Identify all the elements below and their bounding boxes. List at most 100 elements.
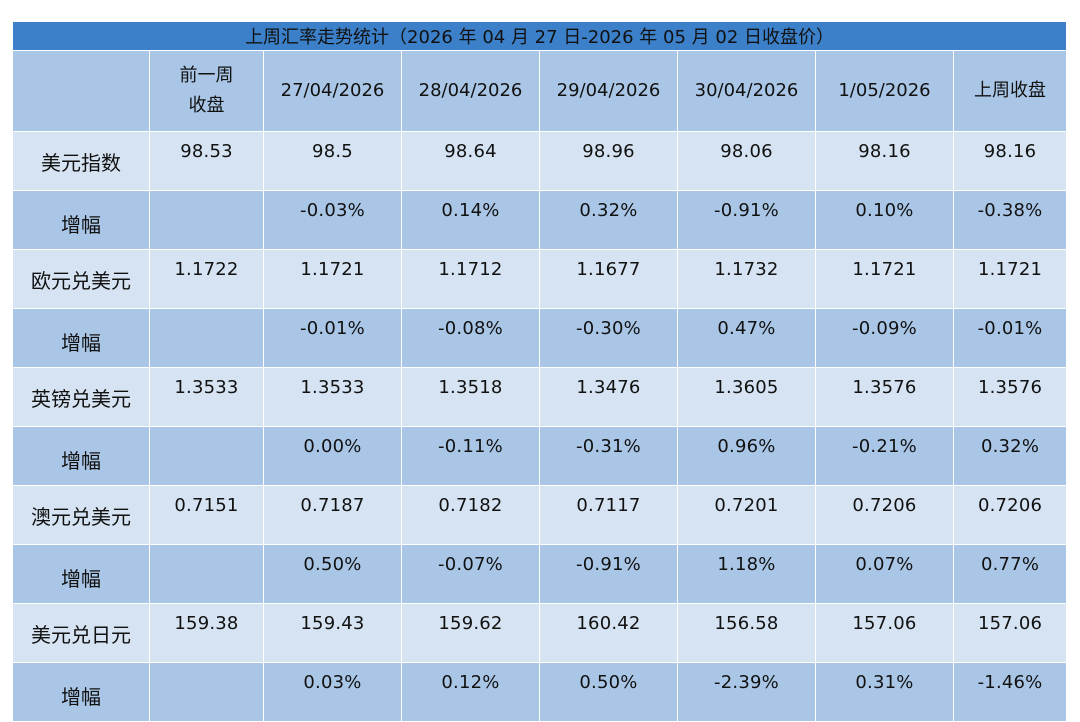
cell-day-4: -0.91% [677,190,816,250]
cell-last-week: -1.46% [952,662,1068,722]
cell-day-2: 98.64 [401,131,540,191]
cell-prev-week [149,662,264,722]
header-date-5: 1/05/2026 [815,50,954,132]
cell-day-1: 0.7187 [263,485,402,545]
cell-day-2: -0.08% [401,308,540,368]
cell-day-3: -0.31% [539,426,678,486]
cell-day-1: 1.3533 [263,367,402,427]
cell-last-week: 1.1721 [952,249,1068,309]
header-last-week-close-text: 上周收盘 [974,80,1047,101]
cell-day-1: -0.01% [263,308,402,368]
cell-last-week: 0.7206 [952,485,1068,545]
row-label: 增幅 [12,662,150,722]
cell-day-4: 0.7201 [677,485,816,545]
cell-day-4: 1.1732 [677,249,816,309]
cell-day-2: 0.12% [401,662,540,722]
cell-day-3: 0.7117 [539,485,678,545]
cell-last-week: 0.77% [952,544,1068,604]
header-date-4: 30/04/2026 [677,50,816,132]
cell-last-week: 1.3576 [952,367,1068,427]
cell-day-4: 1.3605 [677,367,816,427]
cell-day-2: -0.11% [401,426,540,486]
cell-day-4: 0.96% [677,426,816,486]
row-label: 欧元兑美元 [12,249,150,309]
cell-day-5: 0.10% [815,190,954,250]
cell-day-2: 1.3518 [401,367,540,427]
row-label: 增幅 [12,308,150,368]
table-title: 上周汇率走势统计（2026 年 04 月 27 日-2026 年 05 月 02… [11,21,1068,51]
cell-day-5: 1.1721 [815,249,954,309]
cell-prev-week [149,190,264,250]
cell-day-4: 98.06 [677,131,816,191]
cell-day-4: 0.47% [677,308,816,368]
cell-day-2: -0.07% [401,544,540,604]
cell-day-1: 98.5 [263,131,402,191]
cell-day-3: -0.91% [539,544,678,604]
cell-prev-week [149,308,264,368]
cell-day-4: 1.18% [677,544,816,604]
cell-day-5: -0.21% [815,426,954,486]
table-row: 英镑兑美元 1.3533 1.3533 1.3518 1.3476 1.3605… [12,367,1068,427]
fx-rate-table: 上周汇率走势统计（2026 年 04 月 27 日-2026 年 05 月 02… [11,21,1068,722]
cell-day-3: 98.96 [539,131,678,191]
cell-last-week: 157.06 [952,603,1068,663]
table-row: 欧元兑美元 1.1722 1.1721 1.1712 1.1677 1.1732… [12,249,1068,309]
cell-prev-week: 1.3533 [149,367,264,427]
cell-day-3: -0.30% [539,308,678,368]
cell-prev-week: 1.1722 [149,249,264,309]
row-label: 英镑兑美元 [12,367,150,427]
cell-day-1: 0.50% [263,544,402,604]
cell-day-5: 0.7206 [815,485,954,545]
cell-day-3: 1.3476 [539,367,678,427]
cell-last-week: 98.16 [952,131,1068,191]
header-last-week-close: 上周收盘 [952,50,1068,132]
cell-day-5: -0.09% [815,308,954,368]
table-row: 增幅 -0.03% 0.14% 0.32% -0.91% 0.10% -0.38… [12,190,1068,250]
cell-day-1: 1.1721 [263,249,402,309]
cell-day-5: 0.31% [815,662,954,722]
cell-day-5: 98.16 [815,131,954,191]
row-label: 澳元兑美元 [12,485,150,545]
cell-day-5: 0.07% [815,544,954,604]
cell-day-4: 156.58 [677,603,816,663]
header-row: 前一周收盘 27/04/2026 28/04/2026 29/04/2026 3… [12,50,1068,132]
header-date-1: 27/04/2026 [263,50,402,132]
cell-day-2: 1.1712 [401,249,540,309]
cell-day-3: 0.50% [539,662,678,722]
cell-day-5: 1.3576 [815,367,954,427]
table-row: 澳元兑美元 0.7151 0.7187 0.7182 0.7117 0.7201… [12,485,1068,545]
table-row: 美元指数 98.53 98.5 98.64 98.96 98.06 98.16 … [12,131,1068,191]
cell-prev-week: 98.53 [149,131,264,191]
cell-prev-week: 159.38 [149,603,264,663]
cell-day-1: 159.43 [263,603,402,663]
cell-prev-week [149,544,264,604]
table-row: 增幅 0.03% 0.12% 0.50% -2.39% 0.31% -1.46% [12,662,1068,722]
header-date-2: 28/04/2026 [401,50,540,132]
cell-day-2: 159.62 [401,603,540,663]
cell-prev-week [149,426,264,486]
table-row: 增幅 0.50% -0.07% -0.91% 1.18% 0.07% 0.77% [12,544,1068,604]
row-label: 增幅 [12,426,150,486]
table-row: 增幅 0.00% -0.11% -0.31% 0.96% -0.21% 0.32… [12,426,1068,486]
title-row: 上周汇率走势统计（2026 年 04 月 27 日-2026 年 05 月 02… [11,21,1068,51]
row-label: 美元兑日元 [12,603,150,663]
cell-day-5: 157.06 [815,603,954,663]
header-prev-week-close-text: 前一周收盘 [179,65,234,116]
header-prev-week-close: 前一周收盘 [149,50,264,132]
header-date-3: 29/04/2026 [539,50,678,132]
cell-day-4: -2.39% [677,662,816,722]
cell-day-3: 1.1677 [539,249,678,309]
cell-last-week: -0.01% [952,308,1068,368]
cell-day-2: 0.14% [401,190,540,250]
row-label: 增幅 [12,544,150,604]
cell-day-1: 0.00% [263,426,402,486]
row-label: 增幅 [12,190,150,250]
header-label [12,50,150,132]
cell-day-1: -0.03% [263,190,402,250]
cell-last-week: 0.32% [952,426,1068,486]
cell-last-week: -0.38% [952,190,1068,250]
cell-day-1: 0.03% [263,662,402,722]
cell-day-3: 160.42 [539,603,678,663]
cell-day-2: 0.7182 [401,485,540,545]
cell-day-3: 0.32% [539,190,678,250]
